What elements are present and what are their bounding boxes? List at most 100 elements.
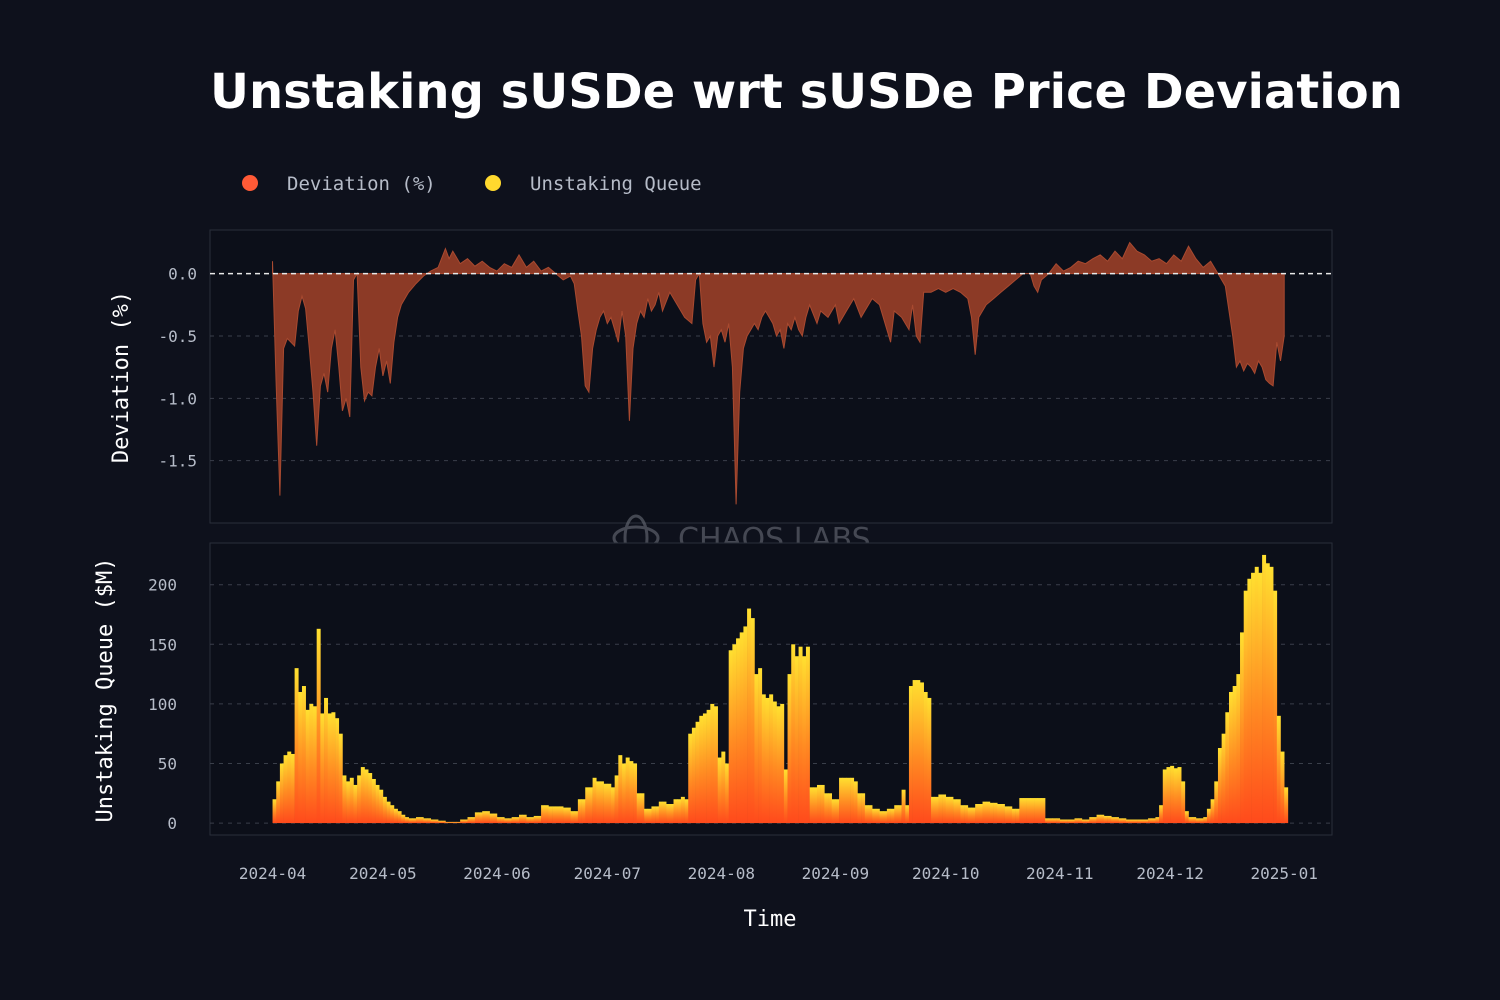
queue-bar [1026,798,1031,824]
queue-bar [1092,817,1097,824]
queue-bar [842,777,847,824]
queue-bar [1199,818,1204,824]
queue-bar [805,646,810,824]
queue-bar [412,818,417,824]
queue-y-tick-label: 150 [148,635,177,654]
legend-marker-queue [485,175,501,191]
queue-bar [728,650,733,824]
queue-bar [1162,769,1167,824]
queue-bar [338,733,343,824]
queue-bar [953,799,958,824]
queue-bar [1184,811,1189,824]
queue-bar [1173,768,1178,824]
queue-bar [1148,818,1153,824]
queue-bar [316,628,321,824]
queue-bar [386,801,391,824]
queue-bar [563,807,568,824]
queue-bar [1144,819,1149,824]
queue-bar [655,806,660,824]
queue-bar [651,806,656,824]
queue-bar [452,821,457,824]
queue-bar [978,804,983,824]
queue-bar [1070,819,1075,824]
queue-bar [1240,632,1245,824]
x-tick-label: 2024-07 [574,864,641,883]
queue-bar [1129,819,1134,824]
queue-bar [931,796,935,824]
queue-bar [831,799,836,824]
queue-bar [673,799,678,824]
x-axis-ticks: 2024-04 2024-05 2024-06 2024-07 2024-08 2024-… [239,864,1318,883]
queue-bar [761,694,766,824]
queue-bar [816,784,821,824]
queue-bar [1155,817,1160,824]
queue-bar [1258,572,1263,824]
queue-bar [938,794,943,824]
queue-bar [1114,817,1119,824]
queue-bar [644,808,649,824]
queue-bar [1085,819,1090,824]
queue-bar [500,817,505,824]
queue-bar [677,799,682,824]
queue-bar [371,778,376,824]
queue-bar [1037,798,1042,824]
queue-bar [1100,814,1105,824]
queue-bar [460,819,465,824]
queue-bar [901,789,906,824]
queue-bar [1251,572,1256,824]
queue-bar [482,811,487,824]
queue-bar [949,796,954,824]
queue-bar [916,680,921,824]
deviation-y-axis-label: Deviation (%) [109,291,134,463]
queue-y-tick-label: 50 [158,754,177,773]
queue-bar [1004,806,1009,824]
queue-bar [283,755,288,824]
legend-marker-deviation [242,175,258,191]
queue-bar [324,697,329,824]
queue-bar [633,763,638,824]
queue-bar [1078,818,1083,824]
queue-bar [883,811,888,824]
queue-bar [1221,733,1226,824]
queue-bar [313,706,317,824]
queue-bar [559,806,564,824]
deviation-y-tick-label: -0.5 [158,327,197,346]
queue-bar [1063,819,1068,824]
queue-bar [1203,817,1208,824]
queue-bar [710,703,715,824]
queue-bar [919,682,924,824]
queue-bar [894,805,899,824]
queue-bar [585,787,590,824]
queue-bar [934,796,939,824]
x-tick-label: 2025-01 [1250,864,1317,883]
queue-bar [691,727,696,824]
queue-bar [662,801,667,824]
queue-bar [783,769,788,824]
queue-bar [875,808,880,824]
queue-bar [754,674,759,824]
queue-bar [658,801,663,824]
queue-bar [1280,751,1285,824]
queue-bar [853,781,858,824]
queue-bar [971,807,976,824]
queue-bar [747,608,752,824]
queue-y-tick-label: 0 [167,814,177,833]
queue-bar [401,814,406,824]
queue-bar [1247,578,1252,824]
queue-bar [1273,590,1278,824]
x-tick-label: 2024-10 [912,864,979,883]
queue-bar [1111,817,1116,824]
queue-bar [839,777,844,824]
queue-bar [739,632,744,824]
queue-bar [1177,767,1182,824]
queue-bar [1096,814,1101,824]
queue-bar [342,775,347,824]
queue-bar [416,817,420,824]
queue-bar [1067,819,1072,824]
queue-bar [581,799,586,824]
queue-bar [515,817,520,824]
queue-y-tick-label: 100 [148,695,177,714]
queue-bar [1195,818,1200,824]
queue-bar [820,784,825,824]
